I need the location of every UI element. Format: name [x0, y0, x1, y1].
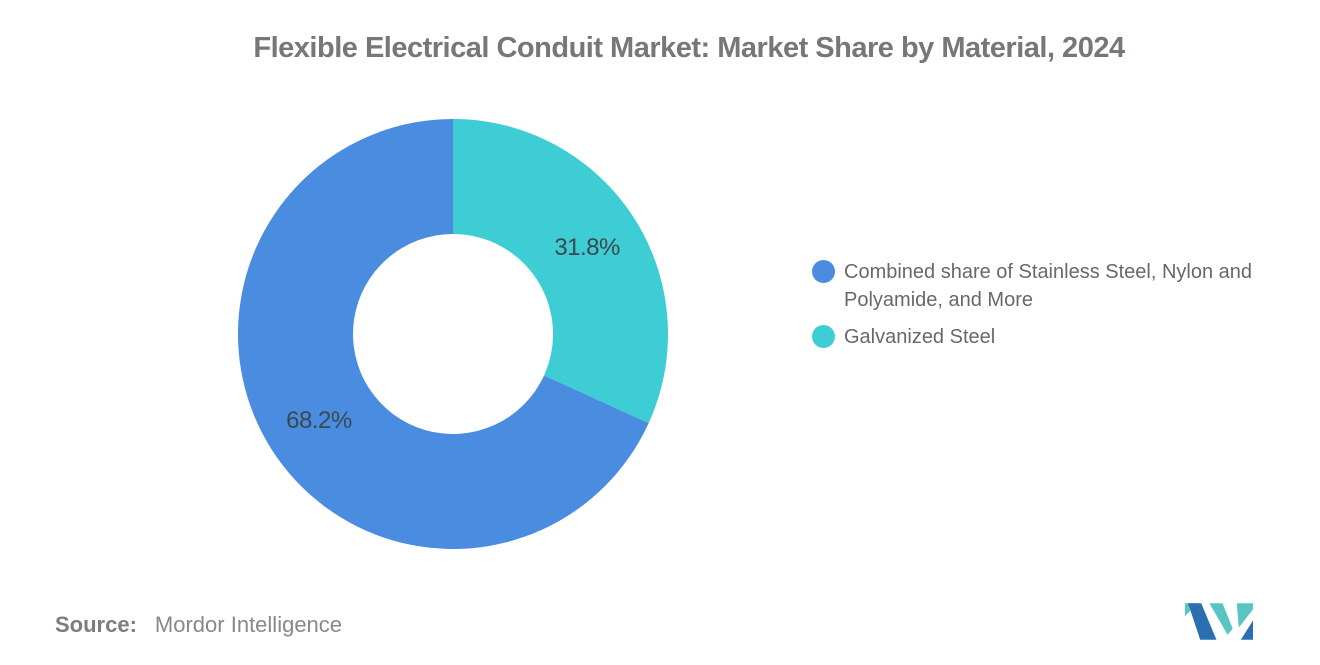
- donut-data-label-galvanized-steel: 31.8%: [554, 234, 620, 261]
- logo-shape: [1188, 603, 1217, 640]
- donut-chart: 31.8% 68.2%: [237, 119, 668, 549]
- legend-marker-combined-materials-icon: [812, 260, 835, 283]
- logo-shape: [1240, 620, 1253, 640]
- legend-item-galvanized-steel: Galvanized Steel: [812, 323, 1257, 351]
- legend-marker-galvanized-steel-icon: [812, 325, 835, 348]
- logo-shape: [1236, 603, 1253, 628]
- logo-shape: [1209, 603, 1233, 635]
- legend-label-combined-materials: Combined share of Stainless Steel, Nylon…: [844, 261, 1253, 311]
- chart-title: Flexible Electrical Conduit Market: Mark…: [253, 32, 1125, 64]
- donut-data-label-combined-materials: 68.2%: [286, 407, 352, 434]
- mordor-intelligence-logo-icon: [1185, 603, 1253, 640]
- donut-slice-galvanized-steel: [453, 119, 668, 424]
- legend-label-galvanized-steel: Galvanized Steel: [844, 326, 996, 348]
- legend-item-combined-materials: Combined share of Stainless Steel, Nylon…: [812, 258, 1257, 314]
- source-label: Source:: [55, 612, 137, 637]
- source-value: Mordor Intelligence: [154, 612, 343, 637]
- source-note: Source: Mordor Intelligence: [55, 612, 342, 638]
- legend: Combined share of Stainless Steel, Nylon…: [812, 258, 1257, 360]
- donut-slice-combined-materials: [237, 119, 649, 549]
